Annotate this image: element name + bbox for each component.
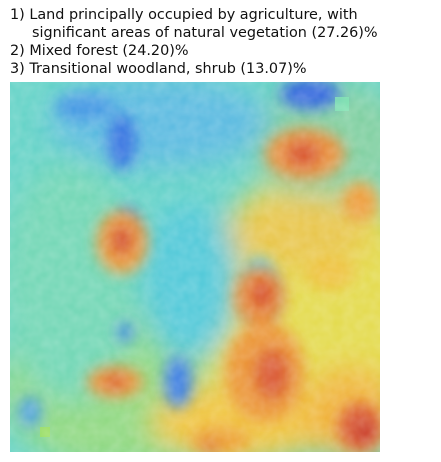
heatmap-image: [10, 82, 380, 452]
caption-line-2: 2) Mixed forest (24.20)%: [10, 43, 189, 59]
caption-line-3: 3) Transitional woodland, shrub (13.07)%: [10, 61, 307, 77]
caption-line-1-continued: significant areas of natural vegetation …: [32, 25, 378, 41]
land-cover-caption: 1) Land principally occupied by agricult…: [10, 6, 438, 78]
caption-line-1: 1) Land principally occupied by agricult…: [10, 7, 358, 23]
